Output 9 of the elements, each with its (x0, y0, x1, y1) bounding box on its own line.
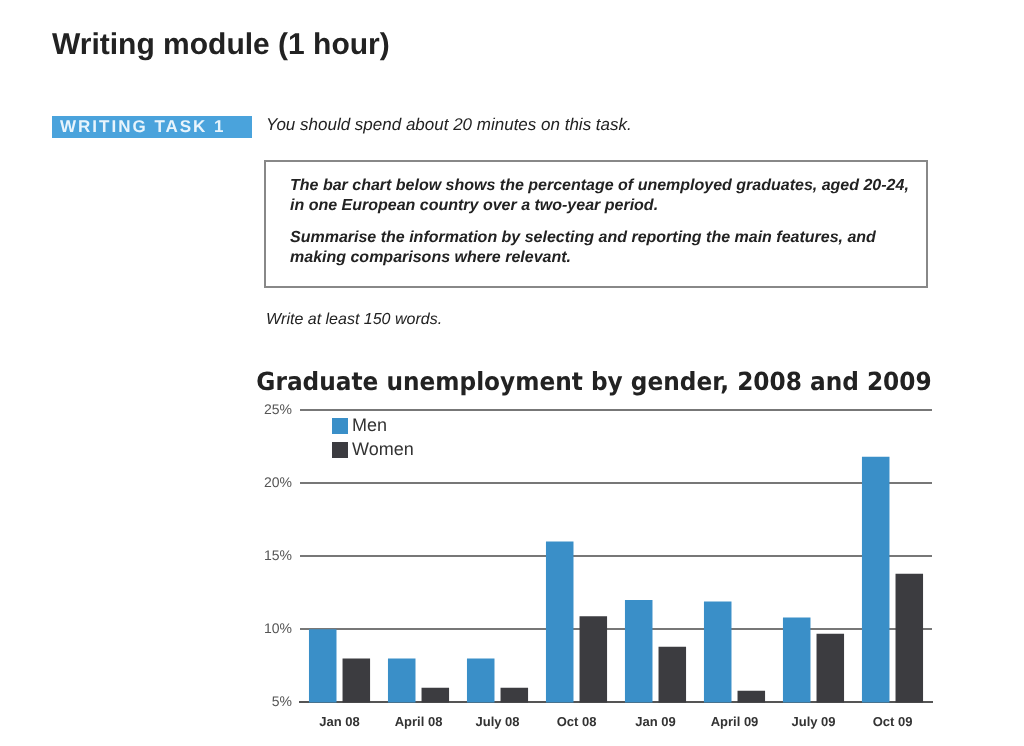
text: The bar chart below shows the percentage of unemployed graduates, aged 20-24, in one European country over a two-year period. (290, 176, 911, 214)
text: Summarise the information by selecting and reporting the main features, and making comparisons where relevant. (290, 228, 878, 266)
text: You should spend about 20 minutes on this task. (266, 114, 632, 134)
legend-label: Men (352, 414, 388, 435)
text: WRITING TASK 1 (52, 116, 252, 138)
legend-label: Women (352, 438, 414, 459)
chart-title: Graduate unemployment by gender, 2008 and 2009 (256, 366, 932, 396)
text: Writing module (1 hour) (52, 28, 390, 62)
text: Write at least 150 words. (266, 310, 443, 328)
